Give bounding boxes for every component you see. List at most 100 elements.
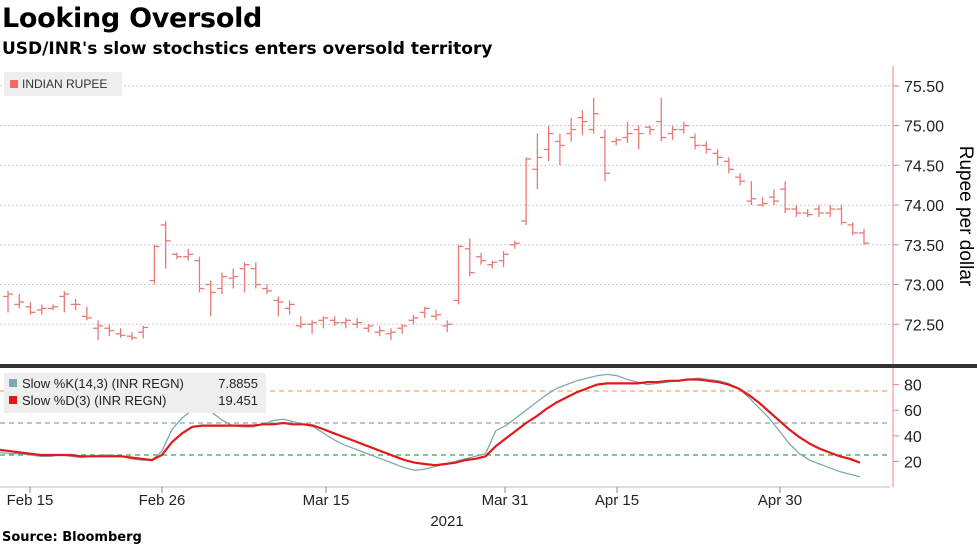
price-bar bbox=[397, 324, 408, 334]
price-bar bbox=[273, 296, 284, 317]
price-bar bbox=[656, 97, 667, 142]
price-bar bbox=[859, 228, 869, 245]
price-bar bbox=[802, 209, 813, 217]
x-axis-tick-label: Feb 26 bbox=[139, 492, 186, 509]
price-bar bbox=[228, 268, 239, 289]
price-bar bbox=[588, 97, 599, 134]
price-bar bbox=[757, 197, 768, 207]
price-bar bbox=[633, 125, 644, 150]
x-axis-year-label: 2021 bbox=[430, 513, 463, 530]
price-ohlc-series bbox=[3, 97, 869, 341]
stochastic-y-tick-label: 40 bbox=[904, 429, 922, 446]
price-bar bbox=[59, 290, 70, 313]
price-bar bbox=[667, 125, 678, 140]
price-bar bbox=[160, 220, 171, 269]
price-bar bbox=[14, 294, 25, 309]
legend-label-slow-k: Slow %K(14,3) (INR REGN) bbox=[22, 376, 184, 391]
price-bar bbox=[329, 316, 340, 326]
price-bar bbox=[250, 262, 261, 289]
price-bar bbox=[746, 181, 757, 206]
price-bar bbox=[599, 129, 610, 182]
legend-swatch-slow-k bbox=[9, 379, 17, 387]
legend-value-slow-k: 7.8855 bbox=[218, 376, 258, 391]
price-bar bbox=[239, 262, 250, 293]
price-bar bbox=[611, 137, 622, 146]
stochastic-series bbox=[0, 373, 861, 478]
price-bar bbox=[780, 181, 791, 214]
price-bar bbox=[442, 320, 453, 333]
price-bar bbox=[194, 256, 205, 293]
price-y-axis-title: Rupee per dollar bbox=[955, 146, 976, 287]
price-bar bbox=[70, 298, 81, 310]
price-bar bbox=[183, 248, 194, 261]
price-bar bbox=[622, 121, 633, 144]
price-bar bbox=[149, 244, 160, 285]
price-bar bbox=[295, 316, 306, 329]
price-bar bbox=[419, 306, 430, 318]
stochastic-y-tick-label: 60 bbox=[904, 403, 922, 420]
price-y-tick-label: 74.00 bbox=[904, 198, 944, 215]
legend-label-slow-d: Slow %D(3) (INR REGN) bbox=[22, 393, 166, 408]
price-bar bbox=[735, 173, 746, 186]
price-bar bbox=[431, 309, 441, 321]
price-bar bbox=[813, 205, 824, 217]
price-bar bbox=[464, 238, 475, 277]
stochastic-y-tick-label: 80 bbox=[904, 378, 922, 395]
chart-subtitle: USD/INR's slow stochstics enters oversol… bbox=[2, 39, 493, 59]
price-bar bbox=[768, 189, 779, 206]
stochastic-legend-box bbox=[4, 373, 266, 413]
price-bar bbox=[81, 306, 92, 321]
price-bar bbox=[453, 244, 464, 305]
price-bar bbox=[205, 280, 216, 317]
price-bar bbox=[791, 205, 802, 217]
price-bar bbox=[678, 121, 689, 134]
panel-divider bbox=[0, 364, 977, 368]
price-bar bbox=[352, 317, 363, 329]
price-bar bbox=[363, 324, 374, 333]
price-y-tick-label: 75.50 bbox=[904, 79, 944, 96]
source-note: Source: Bloomberg bbox=[2, 530, 142, 545]
price-bar bbox=[262, 284, 273, 295]
x-axis-tick-label: Apr 15 bbox=[595, 492, 639, 509]
x-axis: Feb 15 Feb 26 Mar 15 Mar 31 Apr 15 Apr 30 bbox=[7, 487, 802, 509]
price-bar bbox=[577, 109, 588, 136]
price-y-tick-label: 75.00 bbox=[904, 119, 944, 136]
price-gridlines bbox=[0, 85, 890, 325]
legend-swatch-indian-rupee bbox=[10, 80, 18, 88]
price-bar bbox=[476, 252, 487, 265]
price-bar bbox=[307, 320, 318, 334]
price-bar bbox=[543, 125, 554, 162]
x-axis-tick-label: Apr 30 bbox=[758, 492, 802, 509]
stochastic-y-tick-label: 20 bbox=[904, 454, 922, 471]
x-axis-tick-label: Mar 31 bbox=[482, 492, 529, 509]
price-bar bbox=[217, 272, 227, 295]
price-bar bbox=[701, 141, 712, 154]
price-bar bbox=[645, 125, 655, 136]
price-bar bbox=[284, 300, 295, 315]
price-bar bbox=[374, 325, 385, 337]
price-legend-box bbox=[4, 72, 122, 96]
x-axis-tick-label: Mar 15 bbox=[303, 492, 350, 509]
price-bar bbox=[487, 260, 498, 269]
price-y-tick-label: 73.00 bbox=[904, 278, 944, 295]
price-bar bbox=[318, 316, 329, 329]
price-bar bbox=[115, 328, 126, 338]
price-bar bbox=[554, 133, 565, 166]
price-bar bbox=[509, 240, 520, 249]
price-bar bbox=[690, 133, 701, 150]
price-bar bbox=[93, 320, 104, 341]
legend-label-indian-rupee: INDIAN RUPEE bbox=[22, 77, 107, 91]
price-bar bbox=[521, 157, 532, 225]
price-bar bbox=[340, 317, 351, 329]
price-bar bbox=[3, 290, 13, 313]
slow-d-line bbox=[0, 378, 861, 467]
chart-title: Looking Oversold bbox=[2, 3, 263, 34]
price-y-axis: 72.50 73.00 73.50 74.00 74.50 75.00 75.50 bbox=[892, 66, 944, 364]
price-bar bbox=[36, 304, 47, 315]
price-y-tick-label: 74.50 bbox=[904, 158, 944, 175]
legend-value-slow-d: 19.451 bbox=[218, 393, 258, 408]
price-bar bbox=[723, 157, 734, 174]
price-bar bbox=[712, 149, 723, 166]
price-bar bbox=[385, 328, 396, 341]
